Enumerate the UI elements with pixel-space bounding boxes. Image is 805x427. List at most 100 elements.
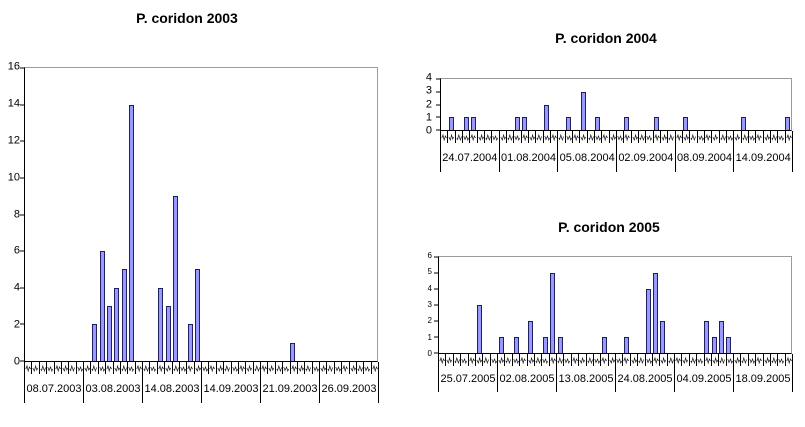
y-axis-tick-mark [434, 272, 438, 274]
squiggle-mark-icon [771, 356, 777, 365]
minor-tick [784, 354, 792, 366]
minor-tick [638, 131, 645, 143]
minor-tick [681, 354, 689, 366]
y-axis-tick-label: 16 [7, 60, 20, 73]
y-axis-tick-label: 6 [13, 244, 20, 257]
squiggle-mark-icon [209, 364, 216, 373]
y-axis-tick-label: 10 [7, 171, 20, 184]
squiggle-mark-icon [558, 133, 565, 142]
minor-tick-row [734, 131, 792, 143]
squiggle-mark-icon [645, 357, 652, 365]
minor-tick [616, 354, 622, 366]
minor-tick [549, 131, 557, 143]
minor-tick [676, 131, 682, 143]
minor-tick [311, 362, 319, 374]
squiggle-mark-icon [128, 365, 135, 373]
minor-tick [659, 354, 667, 366]
minor-tick [513, 131, 521, 143]
squiggle-mark-icon [529, 133, 535, 142]
squiggle-mark-icon [638, 356, 645, 365]
y-axis-tick-mark [20, 104, 24, 106]
squiggle-mark-icon [704, 356, 711, 365]
minor-tick [223, 362, 231, 374]
chart-title: P. coridon 2004 [555, 30, 657, 46]
squiggle-mark-icon [690, 356, 696, 365]
minor-tick [557, 354, 563, 366]
minor-tick [689, 131, 697, 143]
squiggle-mark-icon [742, 133, 748, 142]
bar [165, 306, 171, 361]
bar [566, 117, 572, 130]
x-axis-group-label: 24.08.2005 [617, 373, 673, 385]
bar [522, 117, 528, 130]
squiggle-mark-icon [749, 357, 755, 365]
bar [645, 289, 651, 353]
squiggle-mark-icon [697, 357, 704, 365]
minor-tick [740, 131, 748, 143]
squiggle-mark-icon [661, 133, 667, 142]
minor-tick [527, 131, 535, 143]
minor-tick [252, 362, 260, 374]
bar [550, 273, 556, 353]
x-axis-group-label: 14.09.2003 [203, 382, 259, 395]
squiggle-mark-icon [682, 356, 689, 365]
bar [653, 117, 659, 130]
squiggle-mark-icon [624, 133, 631, 142]
squiggle-mark-icon [786, 356, 792, 365]
x-axis-group-label: 14.09.2004 [735, 151, 791, 164]
bar [464, 117, 470, 130]
minor-tick [740, 354, 748, 366]
minor-tick [215, 362, 223, 374]
x-axis-group: 03.08.2003 [83, 362, 142, 403]
minor-tick-row [676, 131, 734, 143]
squiggle-mark-icon [536, 133, 543, 142]
squiggle-mark-icon [454, 356, 460, 365]
minor-tick [97, 362, 105, 374]
minor-tick [460, 354, 468, 366]
y-axis-tick-label: 5 [427, 267, 432, 277]
x-axis-group-label: 04.09.2005 [676, 373, 732, 385]
minor-tick [489, 354, 497, 366]
minor-tick [439, 354, 445, 366]
squiggle-mark-icon [165, 364, 172, 373]
squiggle-mark-icon [535, 356, 541, 365]
y-axis-tick-label: 3 [425, 84, 432, 97]
bar [623, 337, 629, 353]
minor-tick [504, 354, 512, 366]
minor-tick [178, 362, 186, 374]
squiggle-mark-icon [143, 364, 149, 373]
minor-tick [696, 131, 704, 143]
minor-tick [164, 362, 172, 374]
squiggle-mark-icon [84, 364, 90, 373]
squiggle-mark-icon [483, 356, 490, 365]
y-axis-tick-mark [20, 250, 24, 252]
squiggle-mark-icon [734, 133, 741, 142]
minor-tick-row [734, 354, 792, 366]
minor-tick [467, 354, 475, 366]
squiggle-mark-icon [653, 356, 659, 365]
squiggle-mark-icon [441, 133, 447, 142]
squiggle-mark-icon [588, 133, 594, 142]
minor-tick [563, 354, 571, 366]
minor-tick [149, 362, 157, 374]
minor-tick [441, 131, 447, 143]
squiggle-mark-icon [313, 365, 319, 373]
minor-tick [710, 354, 718, 366]
squiggle-mark-icon [364, 365, 371, 373]
y-axis-tick-label: 3 [427, 300, 432, 309]
minor-tick [186, 362, 194, 374]
minor-tick [541, 354, 549, 366]
minor-tick-row [500, 131, 558, 143]
y-axis-tick-label: 2 [425, 98, 432, 110]
bar [99, 251, 105, 361]
bar [726, 337, 732, 353]
bar [784, 117, 790, 130]
plot-area [436, 78, 792, 131]
minor-tick [607, 354, 615, 366]
squiggle-mark-icon [357, 364, 363, 373]
squiggle-mark-icon [756, 133, 763, 142]
minor-tick [519, 354, 526, 366]
squiggle-mark-icon [40, 364, 46, 373]
squiggle-mark-icon [646, 134, 653, 142]
